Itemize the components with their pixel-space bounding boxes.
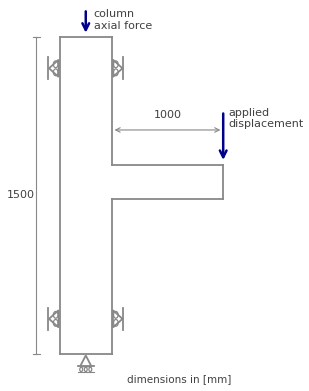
Text: 1500: 1500 bbox=[7, 190, 35, 201]
Text: applied
displacement: applied displacement bbox=[228, 108, 304, 129]
Text: dimensions in [mm]: dimensions in [mm] bbox=[127, 374, 231, 384]
Text: column
axial force: column axial force bbox=[94, 9, 152, 31]
Text: 1000: 1000 bbox=[154, 110, 181, 120]
